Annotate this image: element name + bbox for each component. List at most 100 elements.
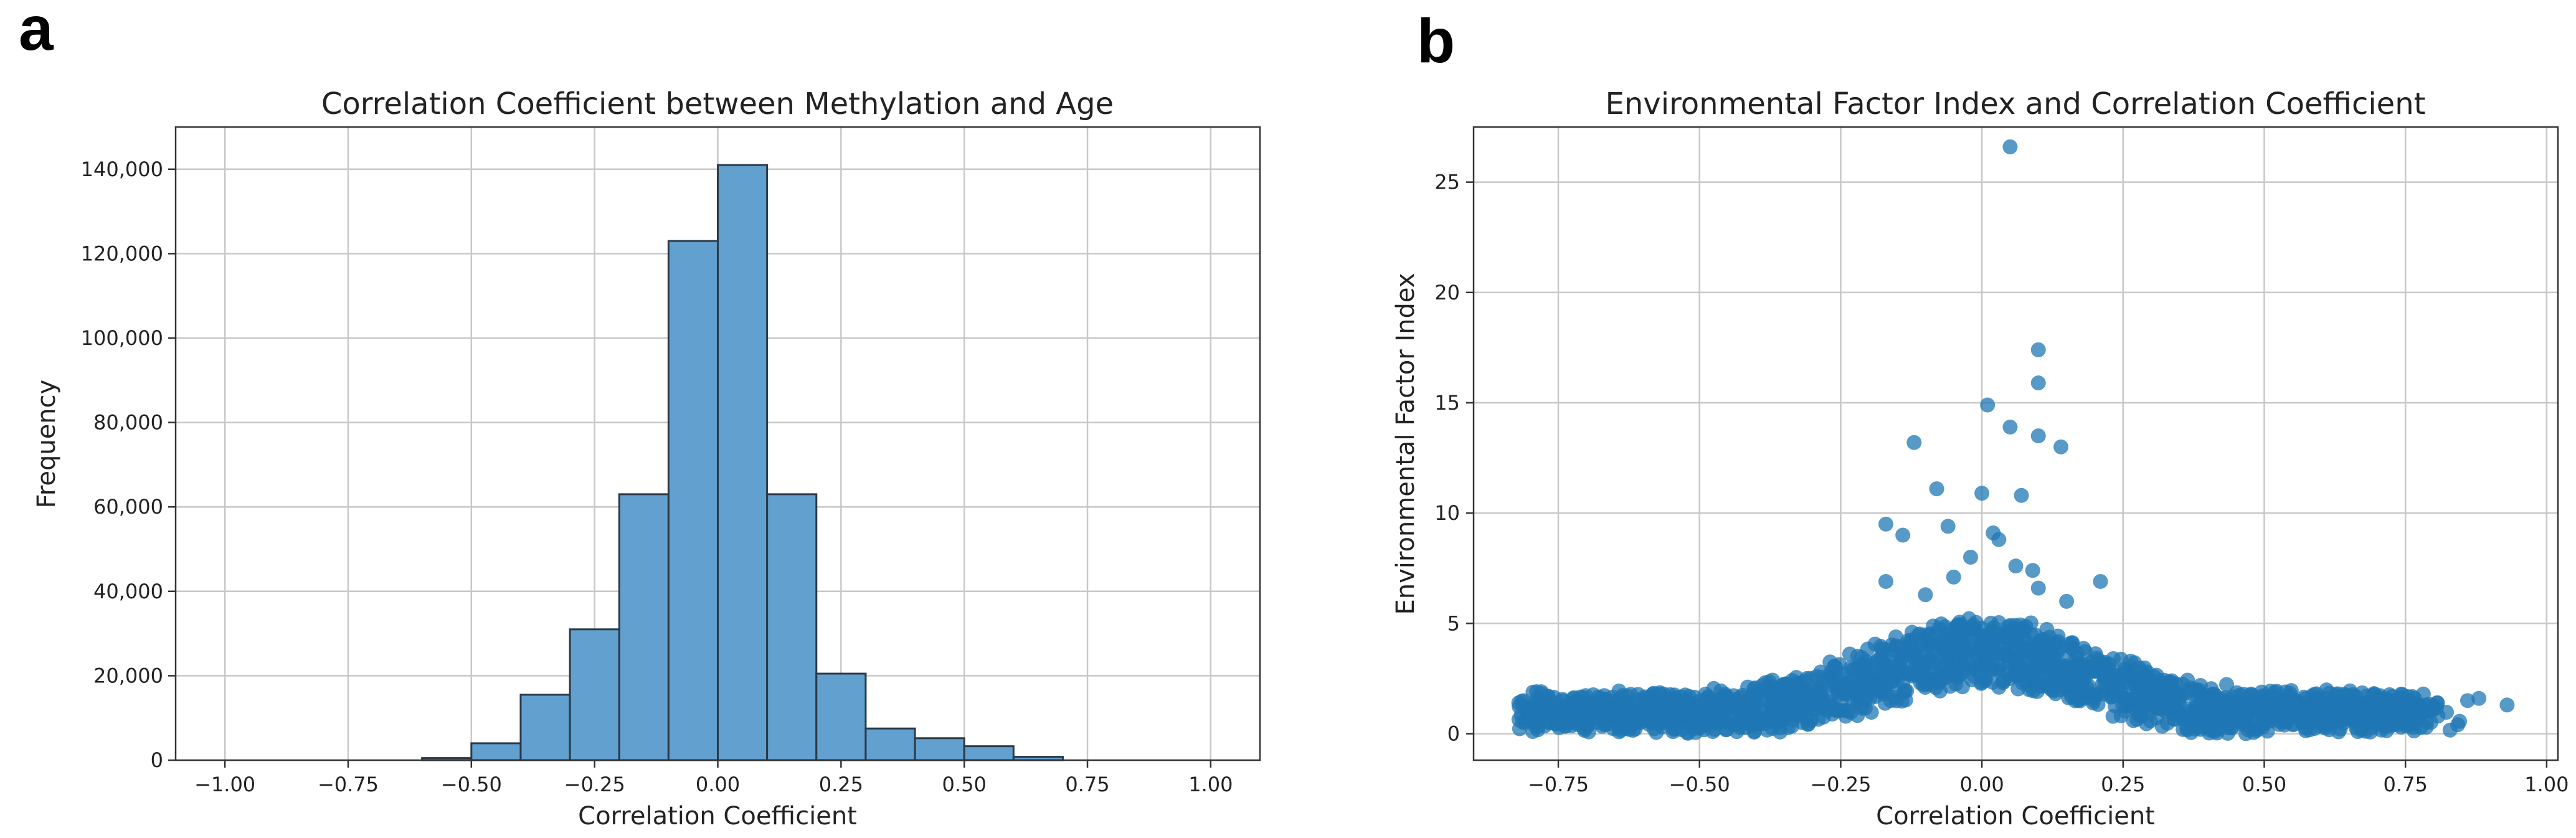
scatter-point [1812,697,1828,712]
histogram-y-tick-label: 100,000 [81,326,163,350]
scatter-point [2165,695,2181,711]
scatter-point [1539,701,1555,717]
scatter-title: Environmental Factor Index and Correlati… [1606,87,2426,121]
scatter-point [2460,693,2475,709]
histogram-bar [914,737,965,761]
histogram-bar [618,493,670,761]
scatter-y-tick-label: 5 [1447,611,1460,635]
histogram-title: Correlation Coefficient between Methylat… [321,87,1114,121]
histogram-bar [864,727,916,761]
scatter-point [1523,712,1538,727]
scatter-point [2410,707,2425,723]
scatter-point [2083,654,2099,670]
scatter-point [1899,645,1915,661]
histogram-x-tick-label: 0.00 [696,773,740,796]
scatter-point [2030,428,2046,444]
histogram-x-tick-label: 0.50 [942,773,987,796]
scatter-point [1878,573,1893,589]
histogram-bar [667,240,719,761]
histogram-bar [717,164,769,761]
scatter-point [1946,569,1961,585]
scatter-point [2306,710,2321,726]
scatter-point [2085,695,2101,710]
histogram-ticks: −1.00 −0.75 −0.50 −0.25 0.00 0.25 0.50 0.75 1.00… [81,158,1233,796]
scatter-point [1996,673,2012,689]
scatter-y-tick-label: 15 [1434,391,1460,415]
histogram-y-tick-label: 80,000 [93,411,163,435]
scatter-point [2321,685,2337,701]
scatter-point [1966,618,1981,633]
histogram-bar [519,694,571,761]
scatter-point [1566,690,1582,705]
scatter-point [1715,695,1731,710]
scatter-point [1746,724,1762,740]
scatter-point [1918,587,1933,603]
scatter-point [1726,699,1742,714]
histogram-x-tick-label: 0.25 [819,773,863,796]
scatter-point [1895,527,1911,543]
scatter-point [2318,702,2333,717]
scatter-point [1878,516,1893,532]
scatter-ticks: −0.75 −0.50 −0.25 0.00 0.25 0.50 0.75 1.00 0 5 10 1… [1434,171,2569,796]
scatter-point [2218,677,2234,692]
histogram-x-tick-label: 0.75 [1065,773,1109,796]
scatter-point [1974,486,1990,501]
scatter-y-tick-label: 25 [1434,171,1460,194]
scatter-point [2002,139,2018,154]
scatter-y-tick-label: 10 [1434,501,1460,525]
histogram-bar [815,672,867,761]
scatter-point [2030,580,2046,596]
scatter-point [2030,375,2046,391]
histogram-bar [470,742,522,761]
scatter-point [2154,695,2169,710]
scatter-point [1748,685,1763,700]
panel-letter-a: a [19,0,54,64]
scatter-point [2428,700,2444,716]
scatter-point [1999,628,2014,643]
scatter-point [2244,716,2260,732]
scatter-point [1659,695,1674,711]
scatter-point [1735,715,1751,731]
scatter-point [2254,684,2270,700]
scatter-point [2194,705,2209,720]
histogram-x-tick-label: −1.00 [194,773,255,796]
scatter-point [2263,713,2279,728]
scatter-y-tick-label: 0 [1447,722,1460,745]
scatter-point [2057,661,2073,676]
scatter-point [2358,710,2374,726]
scatter-point [2002,419,2018,435]
scatter-point [1649,725,1664,740]
scatter-point [2413,720,2429,735]
scatter-point [1533,684,1549,700]
scatter-point [2215,700,2230,715]
scatter-point [2306,692,2322,707]
histogram-y-tick-label: 20,000 [93,664,163,687]
scatter-x-tick-label: 0.00 [1959,773,2004,796]
scatter-point [1991,532,2007,547]
scatter-point [1589,694,1605,709]
scatter-point [1674,705,1689,721]
scatter-point [2095,656,2110,671]
scatter-point [1943,639,1959,654]
scatter-point [1856,665,1872,680]
scatter-point [1928,639,1943,655]
scatter-point [2471,690,2487,706]
scatter-point [2050,644,2065,660]
scatter-point [1759,680,1775,696]
histogram-x-tick-label: −0.25 [564,773,625,796]
scatter-point [1873,667,1889,683]
scatter-point [2113,651,2129,667]
scatter-point [2238,695,2253,710]
scatter-point [1618,700,1634,716]
scatter-point [2008,558,2024,574]
histogram-x-tick-label: −0.50 [441,773,502,796]
scatter-point [2162,682,2178,698]
scatter-panel: Environmental Factor Index and Correlati… [1391,87,2569,831]
scatter-point [2499,697,2515,713]
histogram-x-tick-label: −0.75 [318,773,379,796]
scatter-point [1555,711,1571,727]
scatter-point [1887,690,1903,705]
scatter-point [2029,684,2045,699]
scatter-y-tick-label: 20 [1434,281,1460,304]
